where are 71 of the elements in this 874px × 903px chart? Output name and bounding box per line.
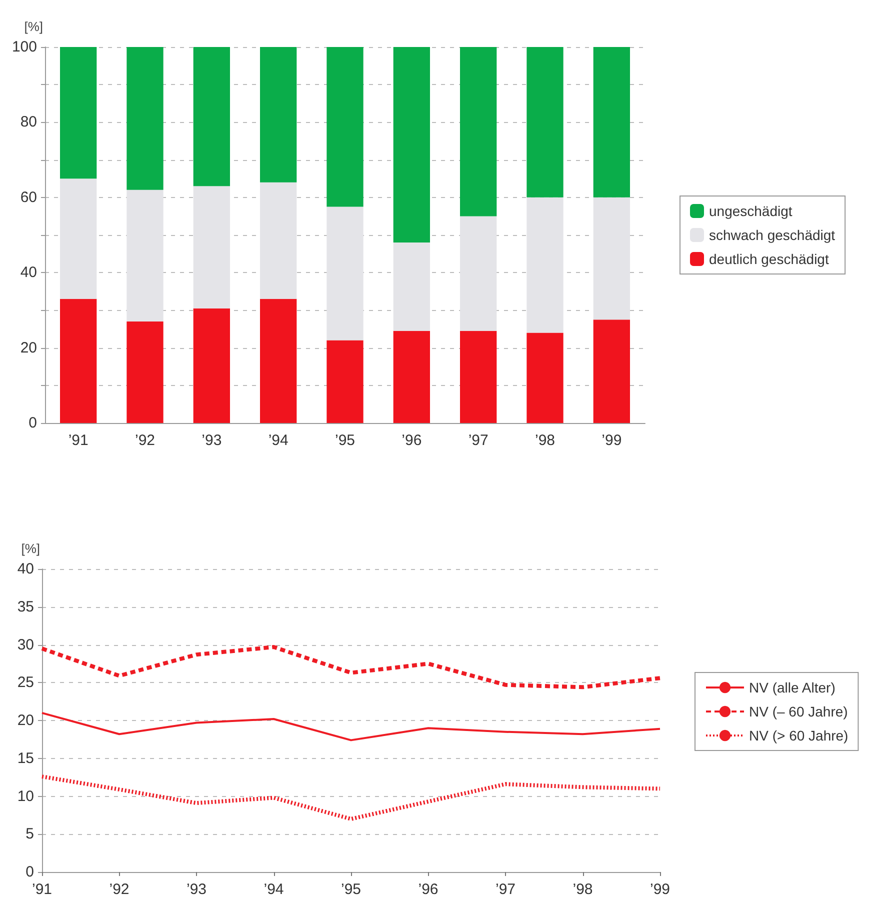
bar bbox=[526, 47, 564, 198]
x-tick-label: ’98 bbox=[534, 432, 556, 449]
y-tick-label: 5 bbox=[26, 826, 34, 843]
legend-label: ungeschädigt bbox=[709, 203, 792, 219]
bar bbox=[460, 47, 497, 216]
bar bbox=[460, 330, 497, 423]
bar bbox=[326, 206, 364, 340]
legend-label: deutlich geschädigt bbox=[709, 251, 829, 267]
bar bbox=[193, 186, 230, 308]
y-tick-label: 10 bbox=[17, 788, 34, 805]
x-tick-label: ’92 bbox=[109, 881, 130, 898]
bar bbox=[193, 47, 230, 186]
legend-label: schwach geschädigt bbox=[709, 227, 836, 243]
bar bbox=[593, 47, 630, 198]
y-tick-label: 20 bbox=[20, 339, 37, 356]
x-tick-label: ’99 bbox=[602, 432, 622, 449]
bar bbox=[326, 47, 364, 207]
y-tick-label: 40 bbox=[17, 560, 34, 578]
y-axis-title: [%] bbox=[21, 541, 40, 556]
bar bbox=[326, 340, 364, 423]
bar bbox=[126, 47, 164, 190]
x-tick-label: ’97 bbox=[495, 881, 516, 898]
x-tick-label: ’96 bbox=[418, 881, 438, 898]
bar bbox=[393, 47, 430, 243]
x-tick-label: ’94 bbox=[264, 881, 284, 898]
bar bbox=[393, 330, 430, 423]
x-tick-label: ’98 bbox=[572, 881, 593, 898]
bar bbox=[260, 47, 297, 182]
bar bbox=[526, 197, 564, 333]
bar bbox=[593, 197, 630, 320]
bar bbox=[460, 216, 497, 331]
bar bbox=[526, 332, 564, 423]
x-tick-label: ’91 bbox=[68, 432, 88, 449]
x-tick-label: ’97 bbox=[468, 432, 488, 449]
y-tick-label: 30 bbox=[17, 636, 34, 654]
x-tick-label: ’94 bbox=[268, 432, 288, 449]
bar bbox=[193, 308, 230, 423]
legend-label: NV (– 60 Jahre) bbox=[749, 704, 848, 720]
line-series bbox=[41, 712, 661, 742]
y-tick-label: 0 bbox=[28, 414, 37, 432]
legend-label: NV (alle Alter) bbox=[749, 680, 836, 696]
bar bbox=[593, 320, 630, 423]
x-tick-label: ’95 bbox=[334, 432, 356, 449]
y-tick-label: 20 bbox=[17, 712, 34, 729]
x-tick-label: ’91 bbox=[32, 881, 52, 898]
x-tick-label: ’93 bbox=[202, 432, 222, 449]
x-tick-label: ’93 bbox=[186, 881, 207, 898]
y-tick-label: 25 bbox=[17, 674, 34, 692]
y-tick-label: 80 bbox=[20, 114, 37, 131]
bar bbox=[260, 298, 297, 423]
x-tick-label: ’95 bbox=[340, 881, 362, 898]
y-tick-label: 60 bbox=[20, 188, 37, 206]
x-tick-label: ’96 bbox=[402, 432, 422, 449]
bar bbox=[60, 178, 97, 299]
y-tick-label: 35 bbox=[17, 598, 34, 616]
bar bbox=[126, 321, 164, 423]
bar bbox=[126, 190, 164, 322]
y-axis-title: [%] bbox=[24, 19, 43, 34]
bar bbox=[260, 182, 297, 299]
bar bbox=[393, 242, 430, 331]
x-tick-label: ’92 bbox=[134, 432, 156, 449]
bar bbox=[60, 47, 97, 179]
y-tick-label: 40 bbox=[20, 264, 37, 282]
line-series bbox=[40, 774, 662, 821]
y-tick-label: 0 bbox=[26, 864, 34, 880]
line-series bbox=[40, 645, 662, 690]
y-tick-label: 100 bbox=[12, 38, 37, 56]
x-tick-label: ’99 bbox=[650, 881, 670, 898]
bar bbox=[60, 298, 97, 423]
legend-label: NV (> 60 Jahre) bbox=[749, 728, 848, 744]
y-tick-label: 15 bbox=[17, 750, 34, 767]
